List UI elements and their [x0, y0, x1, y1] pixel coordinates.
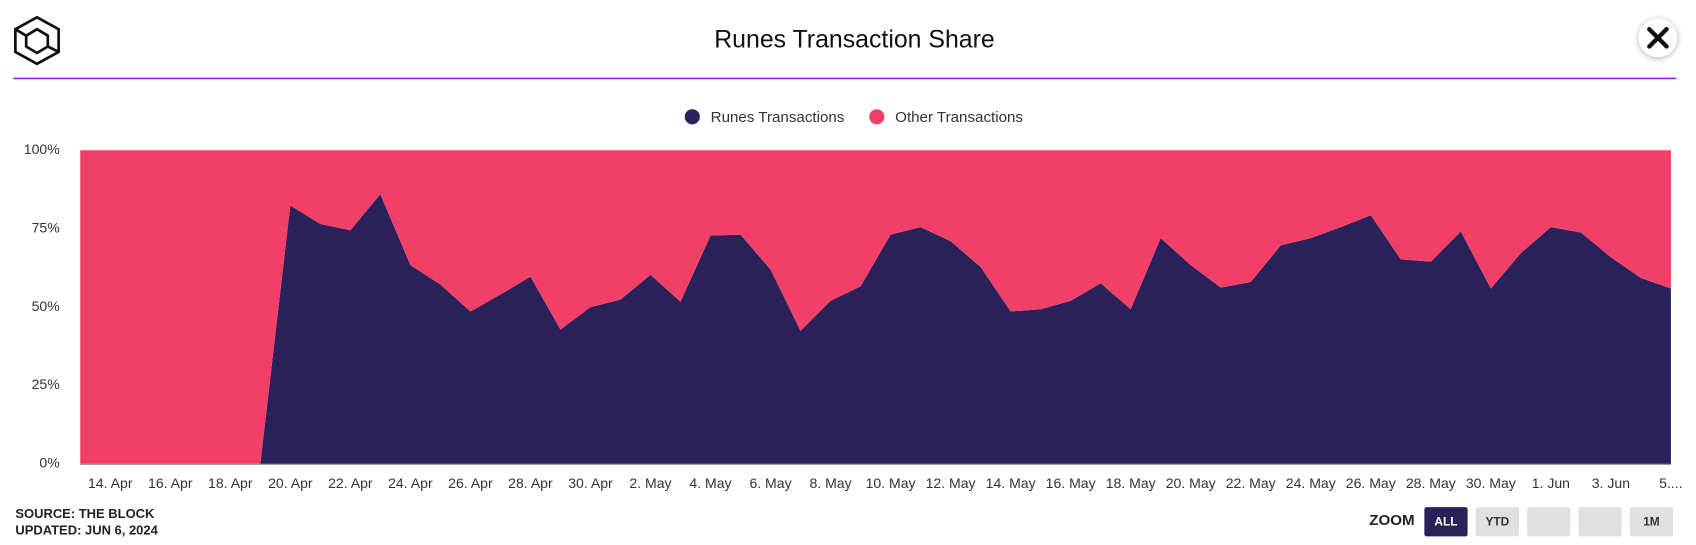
updated: UPDATED: JUN 6, 2024 — [15, 522, 158, 537]
area — [80, 194, 1671, 464]
x-tick-label: 24. Apr — [388, 475, 433, 491]
x-tick-label: 30. May — [1466, 475, 1516, 491]
x-tick-label: 8. May — [809, 475, 851, 491]
area — [80, 150, 1671, 464]
x-tick-label: 12. May — [926, 475, 976, 491]
x-tick-label: 28. May — [1406, 475, 1456, 491]
zoom-button[interactable] — [1527, 507, 1571, 537]
x-tick-label: 4. May — [689, 475, 731, 491]
x-tick-label: 28. Apr — [508, 475, 553, 491]
y-tick-label: 100% — [24, 141, 60, 157]
x-tick-label: 26. Apr — [448, 475, 493, 491]
x-tick-label: 6. May — [749, 475, 791, 491]
x-tick-label: 18. May — [1106, 475, 1156, 491]
legend-label: Runes Transactions — [711, 109, 845, 126]
zoom-button[interactable] — [1475, 507, 1519, 537]
x-tick-label: 22. Apr — [328, 475, 373, 491]
zoom-button[interactable] — [1424, 507, 1468, 537]
zoom-button-label: 1M — [1643, 514, 1660, 528]
x-tick-label: 14. May — [986, 475, 1036, 491]
y-tick-label: 75% — [32, 219, 60, 235]
x-tick-label: 18. Apr — [208, 475, 253, 491]
x-tick-label: 1. Jun — [1532, 475, 1570, 491]
x-tick-label: 30. Apr — [568, 475, 613, 491]
source: SOURCE: THE BLOCK — [15, 506, 155, 521]
x-tick-label: 24. May — [1286, 475, 1336, 491]
x-tick-label: 26. May — [1346, 475, 1396, 491]
zoom-label: ZOOM — [1369, 512, 1414, 529]
legend-label: Other Transactions — [895, 109, 1023, 126]
x-tick-label: 16. Apr — [148, 475, 193, 491]
legend-marker — [684, 109, 700, 125]
x-tick-label: 20. Apr — [268, 475, 313, 491]
x-tick-label: 10. May — [866, 475, 916, 491]
x-tick-label: 16. May — [1046, 475, 1096, 491]
zoom-button[interactable] — [1578, 507, 1622, 537]
zoom-button[interactable] — [1629, 507, 1674, 537]
logo — [14, 15, 60, 66]
x-tick-label: 20. May — [1166, 475, 1216, 491]
x-tick-label: 3. Jun — [1592, 475, 1630, 491]
legend-marker — [869, 109, 885, 125]
x-tick-label: 2. May — [629, 475, 671, 491]
y-tick-label: 25% — [32, 376, 60, 392]
x-tick-label: 5.... — [1659, 475, 1682, 491]
zoom-button-label: ALL — [1434, 514, 1457, 528]
close-button[interactable] — [1638, 18, 1678, 58]
zoom-button-label: YTD — [1485, 514, 1509, 528]
y-tick-label: 50% — [32, 298, 60, 314]
x-tick-label: 22. May — [1226, 475, 1276, 491]
x-tick-label: 14. Apr — [88, 475, 133, 491]
y-tick-label: 0% — [39, 455, 59, 471]
chart-title: Runes Transaction Share — [714, 26, 995, 54]
